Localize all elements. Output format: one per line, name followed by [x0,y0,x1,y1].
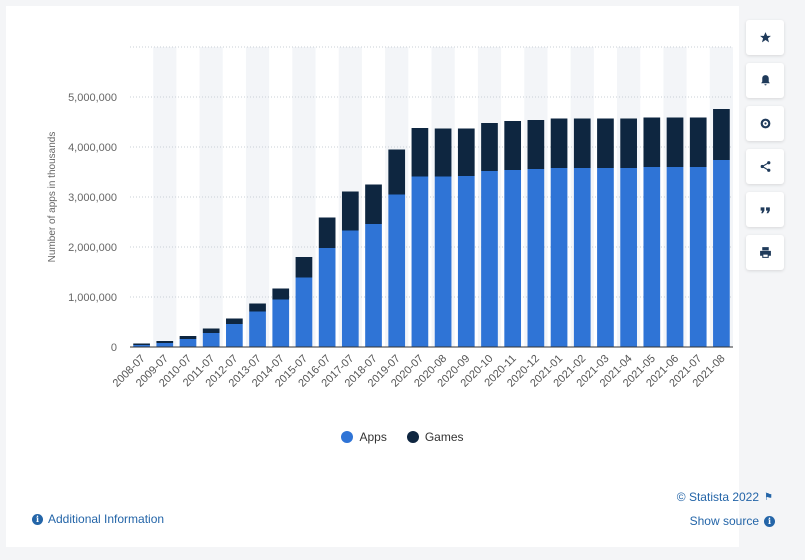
chart-toolbar [746,20,784,278]
cite-button[interactable] [746,192,784,227]
bar-games [249,303,266,312]
bar-apps [666,167,684,347]
gear-icon [760,118,770,129]
settings-button[interactable] [746,106,784,141]
bar-games [481,123,498,171]
bar-apps [249,311,266,347]
bar-apps [620,168,637,347]
bar-apps [318,248,336,347]
bar-games [527,120,545,169]
show-source-label: Show source [689,514,759,528]
y-tick-label: 0 [111,342,117,354]
column-band [153,47,177,347]
show-source-link[interactable]: Show source i [690,514,775,528]
print-icon [759,247,771,258]
bar-games [573,118,591,168]
bar-apps [156,343,174,347]
bar-games [620,118,637,168]
legend-label-apps: Apps [359,430,387,444]
bar-games [434,128,452,177]
share-icon [760,161,770,172]
bar-apps [341,230,359,347]
legend-item-games[interactable]: Games [406,430,464,444]
bar-games [689,117,707,167]
bar-games [202,328,220,333]
info-icon: i [764,515,775,527]
flag-icon: ⚑ [764,491,773,503]
bar-games [365,184,382,224]
legend-swatch-apps [341,431,354,443]
y-tick-label: 3,000,000 [68,192,117,204]
bar-games [226,318,243,324]
bell-icon [760,75,770,86]
bar-apps [411,176,429,347]
legend-label-games: Games [424,430,464,444]
bar-apps [388,194,406,347]
bar-games [666,117,684,167]
share-button[interactable] [746,149,784,184]
bar-apps [689,167,707,347]
bar-games [179,336,197,339]
bar-games [295,257,313,278]
y-tick-label: 1,000,000 [68,292,117,304]
bar-apps [481,171,498,347]
y-tick-label: 2,000,000 [68,242,117,254]
additional-information-label: Additional Information [48,512,165,526]
bar-apps [365,224,382,347]
bar-apps [643,167,661,347]
chart-legend: Apps Games [0,430,805,444]
bar-apps [295,277,313,347]
bar-apps [457,176,475,347]
legend-item-apps[interactable]: Apps [341,430,387,444]
bar-games [457,128,475,176]
y-tick-label: 5,000,000 [68,92,117,104]
bar-games [341,191,359,231]
bar-apps [573,168,591,347]
bar-games [272,288,290,300]
bar-apps [133,345,150,347]
bar-apps [504,170,522,347]
legend-swatch-games [406,431,419,443]
bar-apps [527,169,545,347]
bar-apps [226,324,243,347]
column-band [245,47,270,347]
quote-icon [760,207,770,214]
statista-copyright-link[interactable]: © Statista 2022 ⚑ [677,490,773,504]
bar-games [411,128,429,177]
bar-apps [434,176,452,347]
bar-apps [597,168,614,347]
bar-games [550,118,568,168]
bar-games [388,149,406,195]
notification-button[interactable] [746,63,784,98]
bar-games [713,109,730,160]
bar-apps [713,160,730,347]
additional-information-link[interactable]: i Additional Information [32,512,164,526]
bar-games [597,118,614,168]
star-icon [759,32,771,43]
info-icon: i [32,513,43,525]
favorite-button[interactable] [746,20,784,55]
print-button[interactable] [746,235,784,270]
bar-apps [550,168,568,347]
bar-apps [179,339,197,347]
bar-apps [202,333,220,347]
bar-games [133,343,150,345]
bar-apps [272,299,290,347]
copyright-label: © Statista 2022 [676,490,760,504]
bar-games [318,217,336,248]
y-tick-label: 4,000,000 [68,142,117,154]
y-axis-title: Number of apps in thousands [47,132,58,263]
bar-games [156,341,174,343]
bar-games [643,117,661,167]
bar-games [504,121,522,170]
